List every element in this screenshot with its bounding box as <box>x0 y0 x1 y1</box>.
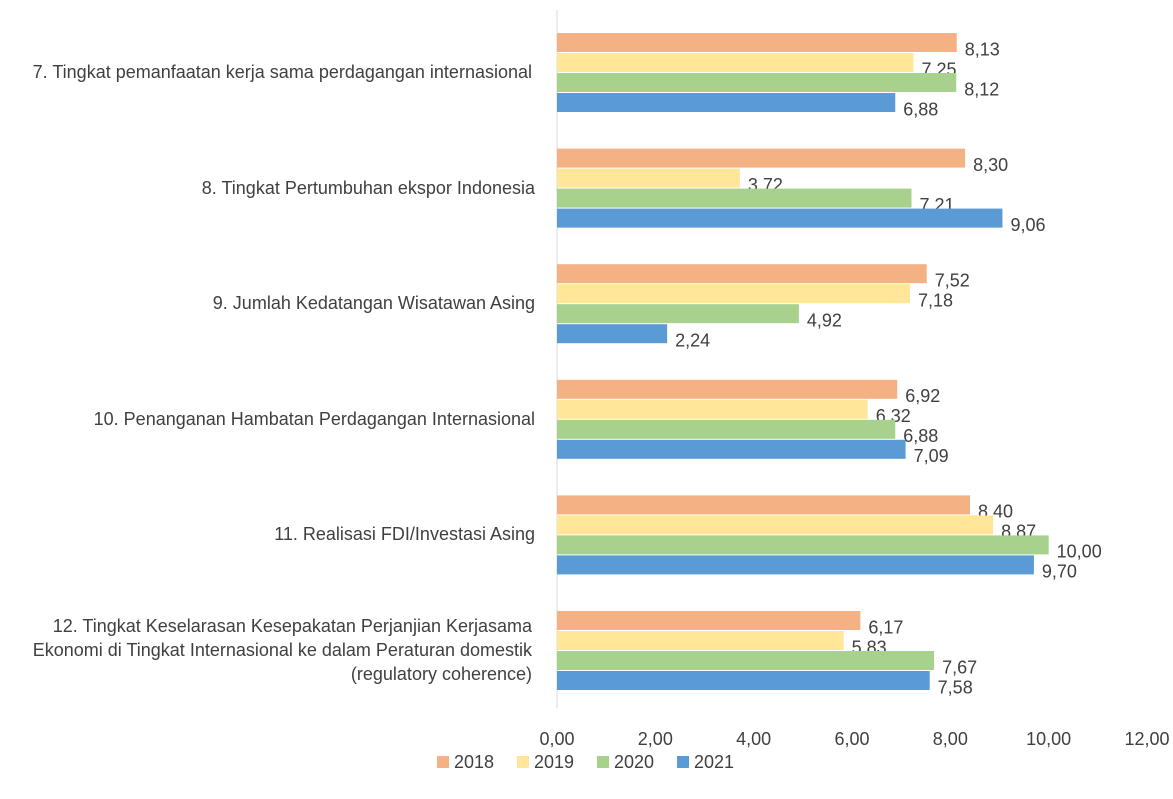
bar <box>557 148 966 168</box>
value-label: 6,88 <box>903 99 938 119</box>
value-label: 8,12 <box>964 79 999 99</box>
bar <box>557 324 668 344</box>
legend-swatch <box>597 756 609 768</box>
value-label: 7,58 <box>938 677 973 697</box>
value-label: 8,13 <box>965 39 1000 59</box>
bar <box>557 651 935 670</box>
y-tick-label: 7. Tingkat pemanfaatan kerja sama perdag… <box>32 62 532 82</box>
bar <box>557 53 914 72</box>
bar <box>557 611 861 630</box>
y-tick-label: 8. Tingkat Pertumbuhan ekspor Indonesia <box>201 177 535 198</box>
legend-label: 2020 <box>614 752 654 772</box>
x-tick-label: 0,00 <box>539 729 574 749</box>
value-label: 4,92 <box>807 310 842 330</box>
bar <box>557 168 740 188</box>
bar <box>557 535 1049 555</box>
bar <box>557 399 868 419</box>
value-label: 7,52 <box>935 270 970 290</box>
legend-label: 2018 <box>454 752 494 772</box>
bar <box>557 631 844 650</box>
value-label: 6,17 <box>868 617 903 637</box>
bar <box>557 419 896 439</box>
bar <box>557 73 957 92</box>
y-tick-label: 9. Jumlah Kedatangan Wisatawan Asing <box>212 293 535 314</box>
value-label: 9,06 <box>1010 215 1045 235</box>
bar <box>557 93 896 112</box>
value-label: 7,67 <box>942 657 977 677</box>
legend-swatch <box>437 756 449 768</box>
legend-swatch <box>677 756 689 768</box>
bar <box>557 439 906 459</box>
bar <box>557 264 927 284</box>
value-label: 9,70 <box>1042 562 1077 582</box>
bar <box>557 284 911 304</box>
bar <box>557 304 799 324</box>
bar <box>557 671 930 690</box>
bar <box>557 515 994 535</box>
bar <box>557 208 1003 228</box>
bar <box>557 555 1034 575</box>
value-label: 10,00 <box>1057 542 1102 562</box>
legend-label: 2019 <box>534 752 574 772</box>
x-tick-label: 10,00 <box>1026 729 1071 749</box>
y-tick-label: 10. Penanganan Hambatan Perdagangan Inte… <box>93 408 535 429</box>
x-tick-label: 4,00 <box>736 729 771 749</box>
value-label: 2,24 <box>675 330 710 350</box>
x-tick-label: 2,00 <box>638 729 673 749</box>
bar <box>557 495 970 515</box>
x-tick-label: 6,00 <box>834 729 869 749</box>
value-label: 6,88 <box>903 426 938 446</box>
y-tick-label: 11. Realisasi FDI/Investasi Asing <box>274 524 535 545</box>
value-label: 8,30 <box>973 155 1008 175</box>
legend-swatch <box>517 756 529 768</box>
bar <box>557 188 912 208</box>
x-tick-label: 12,00 <box>1124 729 1169 749</box>
y-tick-label: 12. Tingkat Keselarasan Kesepakatan Perj… <box>32 616 532 684</box>
bar <box>557 379 898 399</box>
value-label: 6,92 <box>905 386 940 406</box>
bar <box>557 33 957 52</box>
value-label: 7,09 <box>914 446 949 466</box>
x-tick-label: 8,00 <box>933 729 968 749</box>
legend-label: 2021 <box>694 752 734 772</box>
value-label: 7,18 <box>918 290 953 310</box>
